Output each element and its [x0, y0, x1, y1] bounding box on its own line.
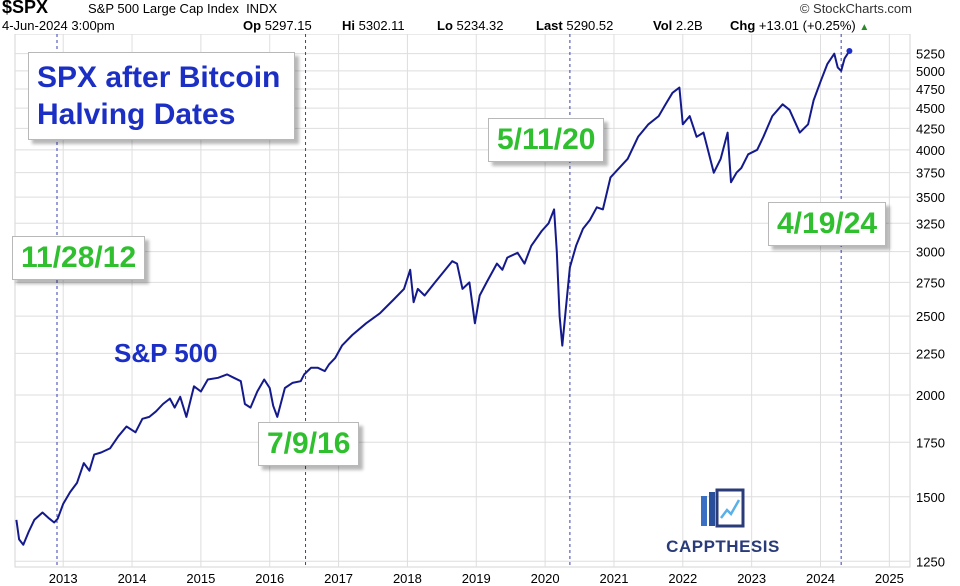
y-tick-label: 2750	[916, 275, 945, 290]
ticker-symbol: $SPX	[2, 0, 49, 17]
last-price-marker	[846, 47, 853, 54]
x-tick-label: 2019	[462, 571, 491, 586]
quote-datetime: 4-Jun-2024 3:00pm	[2, 18, 115, 33]
y-tick-label: 2000	[916, 388, 945, 403]
halving-label-2024: 4/19/24	[768, 202, 887, 246]
quote-change: Chg +13.01 (+0.25%) ▲	[730, 18, 870, 33]
x-tick-label: 2016	[255, 571, 284, 586]
y-tick-label: 1250	[916, 554, 945, 569]
y-tick-label: 1500	[916, 490, 945, 505]
y-tick-label: 5000	[916, 64, 945, 79]
quote-last: Last 5290.52	[536, 18, 614, 33]
y-tick-label: 3750	[916, 166, 945, 181]
y-tick-label: 4500	[916, 101, 945, 116]
x-tick-label: 2013	[49, 571, 78, 586]
cappthesis-logo: CAPPTHESIS	[658, 488, 788, 557]
quote-open: Op 5297.15	[243, 18, 312, 33]
x-tick-label: 2022	[668, 571, 697, 586]
chart-book-icon	[701, 488, 745, 528]
x-tick-label: 2024	[806, 571, 835, 586]
y-tick-label: 2250	[916, 346, 945, 361]
y-tick-label: 2500	[916, 309, 945, 324]
quote-low: Lo 5234.32	[437, 18, 504, 33]
x-tick-label: 2020	[531, 571, 560, 586]
y-tick-label: 3500	[916, 190, 945, 205]
chart-title-box: SPX after Bitcoin Halving Dates	[28, 52, 296, 140]
x-tick-label: 2017	[324, 571, 353, 586]
halving-label-2016: 7/9/16	[258, 422, 360, 466]
y-tick-label: 4250	[916, 121, 945, 136]
halving-label-2012: 11/28/12	[12, 236, 146, 280]
y-tick-label: 3000	[916, 245, 945, 260]
x-tick-label: 2023	[737, 571, 766, 586]
halving-label-2020: 5/11/20	[488, 118, 605, 162]
x-tick-label: 2015	[186, 571, 215, 586]
series-label: S&P 500	[114, 338, 218, 368]
quote-volume: Vol 2.2B	[653, 18, 703, 33]
x-tick-label: 2014	[118, 571, 147, 586]
y-tick-label: 4750	[916, 82, 945, 97]
y-tick-label: 3250	[916, 216, 945, 231]
logo-text: CAPPTHESIS	[666, 537, 780, 556]
brand-credit: © StockCharts.com	[799, 1, 912, 16]
y-tick-label: 1750	[916, 435, 945, 450]
up-triangle-icon: ▲	[859, 22, 870, 33]
sp500-price-line	[15, 50, 851, 546]
x-tick-label: 2018	[393, 571, 422, 586]
x-tick-label: 2021	[600, 571, 629, 586]
chart-title-line-2: Halving Dates	[37, 98, 236, 131]
x-tick-label: 2025	[875, 571, 904, 586]
chart-title-line-1: SPX after Bitcoin	[37, 61, 281, 94]
index-name: S&P 500 Large Cap Index INDX	[88, 1, 278, 16]
quote-high: Hi 5302.11	[342, 18, 405, 33]
y-tick-label: 5250	[916, 47, 945, 62]
y-tick-label: 4000	[916, 143, 945, 158]
